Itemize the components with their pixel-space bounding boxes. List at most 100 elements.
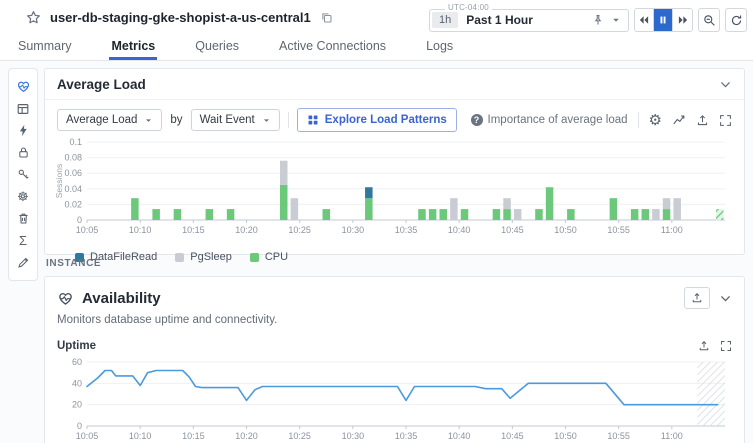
tab-queries[interactable]: Queries	[193, 36, 241, 60]
svg-text:10:10: 10:10	[129, 431, 152, 441]
forward-button[interactable]	[673, 9, 692, 31]
trash-icon[interactable]	[12, 210, 34, 227]
lightning-bolt-icon[interactable]	[12, 122, 34, 139]
pause-button[interactable]	[654, 9, 673, 31]
divider	[638, 112, 639, 128]
svg-text:0.04: 0.04	[64, 184, 82, 194]
time-range-picker[interactable]: UTC-04:00 1h Past 1 Hour	[429, 9, 629, 32]
caret-down-icon	[262, 116, 271, 125]
svg-text:0: 0	[77, 421, 82, 431]
svg-text:10:10: 10:10	[129, 225, 152, 235]
svg-text:0.08: 0.08	[64, 153, 82, 163]
load-controls-row: Average Load by Wait Event Explore Load …	[45, 100, 744, 136]
svg-text:10:20: 10:20	[235, 431, 258, 441]
copy-icon[interactable]	[320, 11, 333, 24]
time-range-chip: 1h	[432, 12, 458, 28]
refresh-button[interactable]	[725, 8, 747, 32]
export-icon[interactable]	[684, 287, 710, 309]
availability-subtitle: Monitors database uptime and connectivit…	[45, 311, 744, 332]
svg-text:10:55: 10:55	[607, 225, 630, 235]
tab-logs[interactable]: Logs	[424, 36, 455, 60]
availability-title: Availability	[82, 290, 161, 307]
svg-text:40: 40	[72, 378, 82, 388]
svg-text:11:00: 11:00	[661, 431, 683, 441]
svg-text:0.1: 0.1	[69, 138, 82, 147]
top-bar: user-db-staging-gke-shopist-a-us-central…	[0, 0, 753, 36]
svg-text:10:55: 10:55	[607, 431, 630, 441]
zoom-out-button[interactable]	[698, 8, 720, 32]
svg-text:0.02: 0.02	[64, 199, 82, 209]
importance-link[interactable]: ? Importance of average load	[471, 114, 628, 126]
tab-bar: Summary Metrics Queries Active Connectio…	[0, 36, 753, 61]
caret-down-icon[interactable]	[611, 15, 621, 25]
uptime-chart-svg[interactable]: 020406010:0510:1010:1510:2010:2510:3010:…	[53, 354, 733, 443]
availability-card: Availability Monitors database uptime an…	[44, 276, 745, 443]
svg-text:10:05: 10:05	[76, 225, 99, 235]
by-label: by	[170, 114, 182, 126]
svg-text:0: 0	[77, 215, 82, 225]
average-load-card: Average Load Average Load by Wait Event …	[44, 68, 745, 255]
divider	[288, 112, 289, 128]
svg-text:10:15: 10:15	[182, 225, 205, 235]
timezone-label: UTC-04:00	[445, 3, 492, 12]
svg-text:10:45: 10:45	[501, 431, 524, 441]
svg-text:10:50: 10:50	[554, 431, 577, 441]
section-nav-rail: ☸ Σ	[8, 68, 38, 281]
pin-icon[interactable]	[592, 14, 604, 26]
metric-select[interactable]: Average Load	[57, 109, 162, 131]
page-title: user-db-staging-gke-shopist-a-us-central…	[50, 10, 311, 25]
svg-text:10:35: 10:35	[395, 225, 418, 235]
svg-text:20: 20	[72, 400, 82, 410]
export-icon[interactable]	[696, 114, 709, 127]
svg-text:11:00: 11:00	[661, 225, 683, 235]
average-load-chart-svg[interactable]: 0 0.02 0.04 0.06 0.08 0.1 10:05 10:10 10:15 10:20…	[53, 138, 733, 240]
heart-pulse-icon	[57, 290, 74, 307]
svg-text:10:40: 10:40	[448, 225, 471, 235]
key-icon[interactable]	[12, 166, 34, 183]
legend-item-cpu[interactable]: CPU	[250, 251, 288, 263]
group-by-select[interactable]: Wait Event	[191, 109, 280, 131]
svg-text:10:25: 10:25	[288, 225, 311, 235]
legend-swatch	[175, 253, 184, 262]
favorite-star-icon[interactable]	[26, 10, 41, 25]
collapse-chevron-icon[interactable]	[719, 292, 732, 305]
average-load-chart[interactable]: 0 0.02 0.04 0.06 0.08 0.1 10:05 10:10 10:15 10:20…	[45, 136, 744, 245]
svg-text:10:45: 10:45	[501, 225, 524, 235]
rewind-button[interactable]	[635, 9, 654, 31]
time-range-label: Past 1 Hour	[466, 13, 592, 27]
svg-text:60: 60	[72, 357, 82, 367]
instance-section-label: INSTANCE	[46, 258, 101, 269]
collapse-chevron-icon[interactable]	[719, 78, 732, 91]
legend-item-pgsleep[interactable]: PgSleep	[175, 251, 232, 263]
pencil-icon[interactable]	[12, 254, 34, 271]
time-controls: UTC-04:00 1h Past 1 Hour	[429, 8, 747, 32]
table-icon[interactable]	[12, 100, 34, 117]
average-load-title: Average Load	[57, 77, 146, 92]
settings-gear-icon[interactable]: ⚙	[649, 113, 662, 128]
fullscreen-icon[interactable]	[719, 114, 732, 127]
sigma-icon[interactable]: Σ	[12, 232, 34, 249]
question-circle-icon: ?	[471, 114, 483, 126]
explore-load-patterns-button[interactable]: Explore Load Patterns	[297, 108, 457, 132]
tab-metrics[interactable]: Metrics	[109, 36, 157, 60]
fullscreen-icon[interactable]	[720, 340, 732, 352]
tab-active-connections[interactable]: Active Connections	[277, 36, 388, 60]
export-icon[interactable]	[698, 340, 710, 352]
svg-text:10:30: 10:30	[342, 225, 365, 235]
load-legend: DataFileRead PgSleep CPU	[45, 245, 744, 263]
svg-text:10:40: 10:40	[448, 431, 471, 441]
svg-text:10:30: 10:30	[342, 431, 365, 441]
availability-heart-pulse-icon[interactable]	[12, 78, 34, 95]
grid-icon	[307, 114, 319, 126]
lock-icon[interactable]	[12, 144, 34, 161]
svg-text:10:35: 10:35	[395, 431, 418, 441]
svg-text:10:20: 10:20	[235, 225, 258, 235]
split-graph-icon[interactable]	[672, 113, 686, 127]
svg-text:0.06: 0.06	[64, 168, 82, 178]
main-content: ☸ Σ Average Load Average Load by Wait Ev…	[0, 61, 753, 443]
helm-wheel-icon[interactable]: ☸	[12, 188, 34, 205]
tab-summary[interactable]: Summary	[16, 36, 73, 60]
svg-text:10:25: 10:25	[288, 431, 311, 441]
time-playback-group	[634, 8, 693, 32]
uptime-chart[interactable]: 020406010:0510:1010:1510:2010:2510:3010:…	[45, 352, 744, 443]
